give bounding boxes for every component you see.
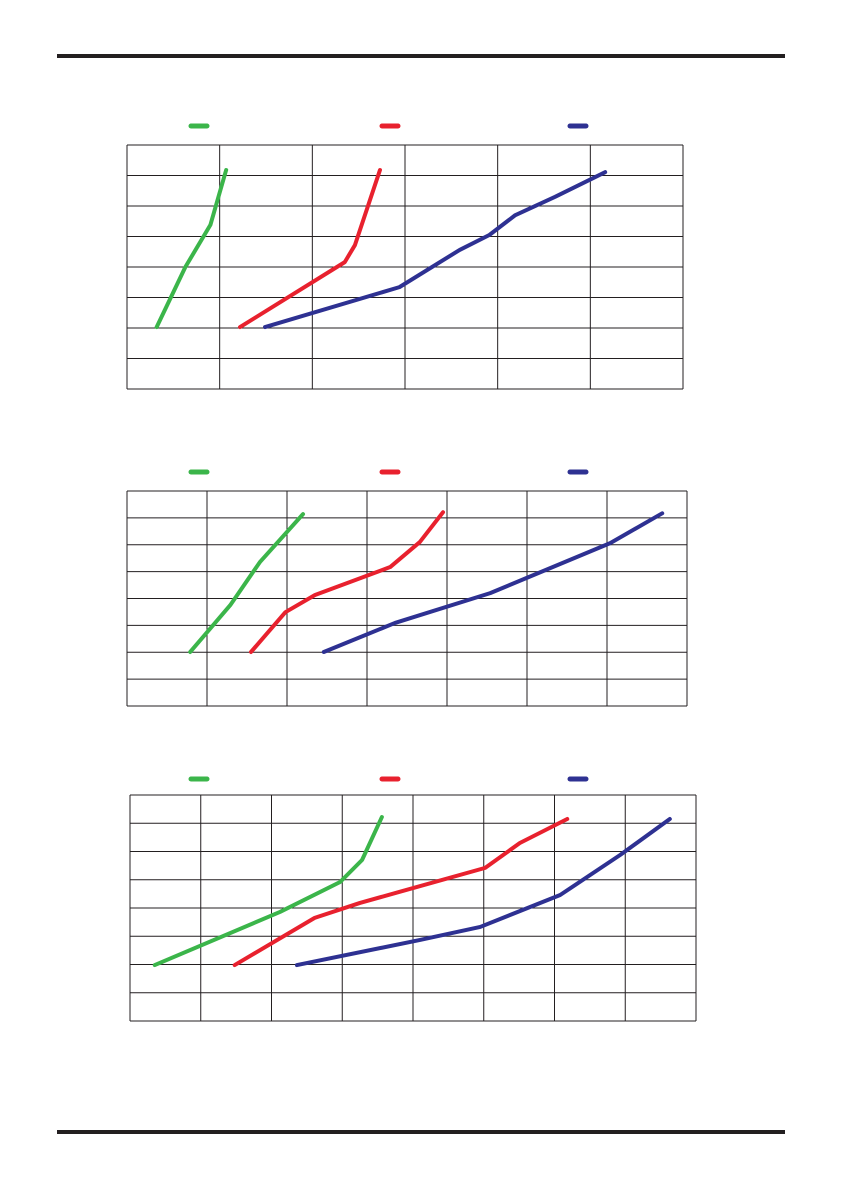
data-line (152, 815, 384, 968)
data-line (294, 817, 672, 968)
data-line (154, 168, 229, 330)
data-line (232, 817, 570, 968)
data-line (249, 510, 445, 654)
data-line (238, 168, 382, 330)
data-line (263, 170, 608, 330)
data-line (188, 512, 305, 654)
data-line (321, 511, 665, 654)
